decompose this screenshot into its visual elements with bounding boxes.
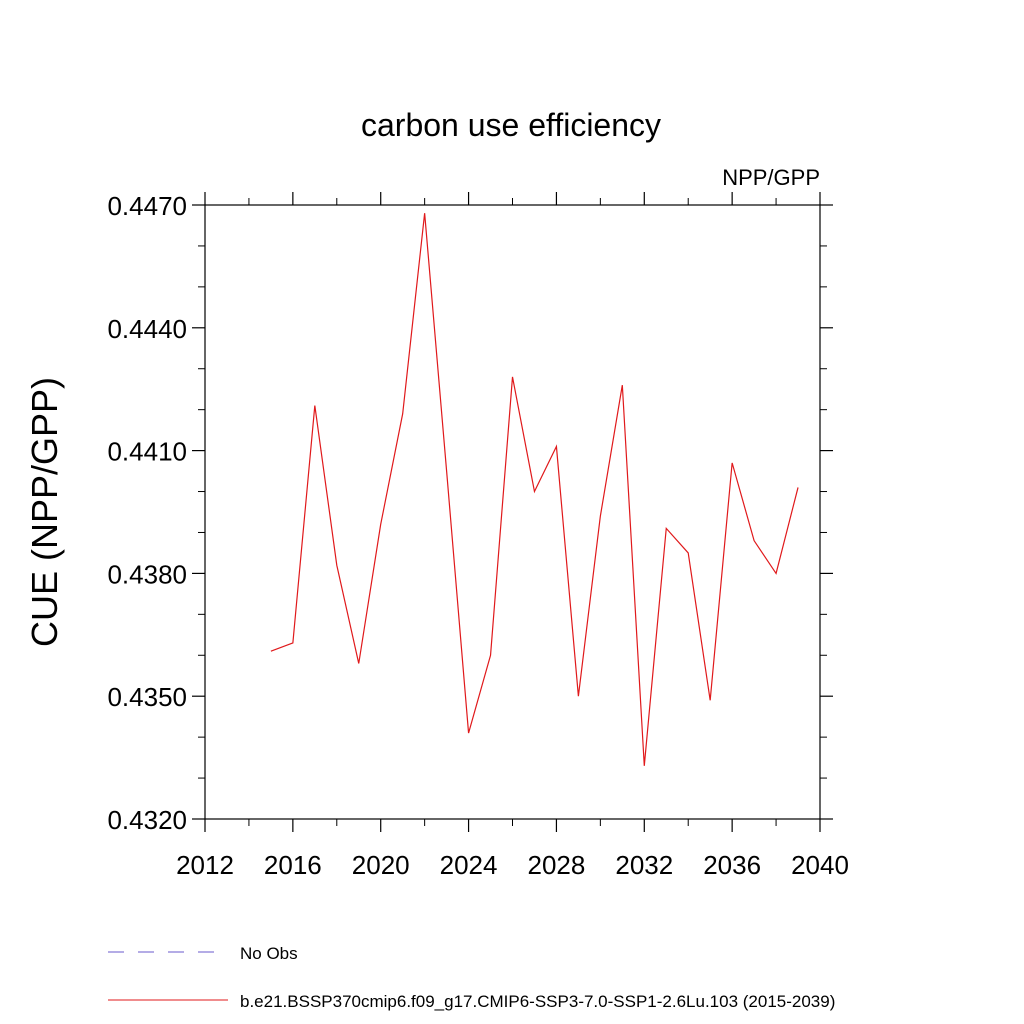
x-tick-label: 2016 (264, 850, 322, 880)
y-tick-label: 0.4380 (107, 559, 187, 589)
legend-label: b.e21.BSSP370cmip6.f09_g17.CMIP6-SSP3-7.… (240, 992, 835, 1011)
x-tick-label: 2012 (176, 850, 234, 880)
legend: No Obs b.e21.BSSP370cmip6.f09_g17.CMIP6-S… (108, 944, 835, 1011)
x-tick-label: 2024 (440, 850, 498, 880)
plot-frame (204, 204, 821, 820)
x-tick-label: 2036 (703, 850, 761, 880)
tick-labels: 2012 2016 2020 2024 2028 2032 2036 2040 0.4320 0.… (107, 191, 848, 880)
x-tick-label: 2040 (791, 850, 849, 880)
y-tick-label: 0.4470 (107, 191, 187, 221)
y-axis-label: CUE (NPP/GPP) (24, 377, 65, 647)
series-line (270, 213, 799, 766)
chart-title: carbon use efficiency (361, 107, 661, 143)
y-tick-label: 0.4350 (107, 682, 187, 712)
x-tick-label: 2028 (528, 850, 586, 880)
y-tick-label: 0.4410 (107, 437, 187, 467)
x-tick-label: 2032 (615, 850, 673, 880)
x-tick-label: 2020 (352, 850, 410, 880)
y-tick-label: 0.4320 (107, 805, 187, 835)
legend-label: No Obs (240, 944, 298, 963)
axis-ticks (192, 192, 833, 832)
chart-subtitle: NPP/GPP (722, 165, 820, 190)
y-tick-label: 0.4440 (107, 314, 187, 344)
series-lines (270, 213, 799, 766)
